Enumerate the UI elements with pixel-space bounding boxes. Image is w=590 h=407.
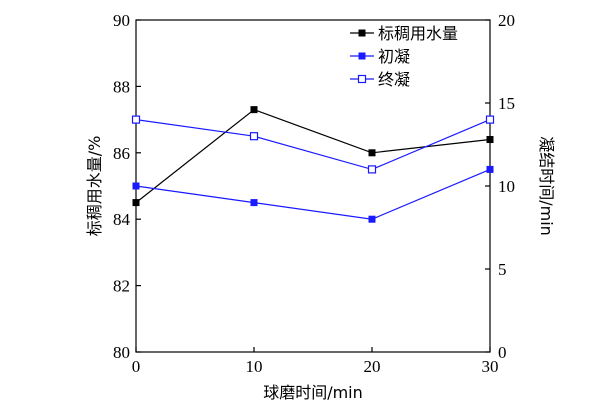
plot-frame <box>135 19 491 353</box>
data-point-final-set <box>131 115 141 124</box>
series-line-water-demand <box>135 108 491 204</box>
data-point-final-set <box>485 115 495 124</box>
series-line-initial-set <box>135 168 491 220</box>
data-point-final-set <box>367 165 377 174</box>
x-tick-label: 0 <box>132 357 141 376</box>
x-tick-label: 20 <box>364 357 381 376</box>
data-point-initial-set <box>486 165 494 173</box>
left-y-tick-label: 90 <box>113 11 130 30</box>
x-tick-label: 10 <box>246 357 263 376</box>
right-y-tick-label: 5 <box>498 260 507 279</box>
data-point-water-demand <box>132 199 140 207</box>
legend-label-water: 标稠用水量 <box>378 24 458 43</box>
legend-label-final-set: 终凝 <box>378 70 410 89</box>
data-point-initial-set <box>132 182 140 190</box>
right-y-tick-label: 15 <box>498 94 515 113</box>
series-markers <box>131 106 495 223</box>
right-y-tick-label: 0 <box>498 343 507 362</box>
left-y-axis-title: 标稠用水量/% <box>85 136 104 237</box>
legend-marker-initial-set <box>358 52 366 60</box>
legend-label-initial-set: 初凝 <box>378 47 410 66</box>
right-y-axis-title: 凝结时间/min <box>537 136 556 236</box>
axis-ticks: 0 10 20 30 80 82 84 86 88 90 0 5 10 15 20 <box>113 11 515 376</box>
data-point-initial-set <box>250 199 258 207</box>
data-point-water-demand <box>486 136 494 144</box>
data-point-initial-set <box>368 215 376 223</box>
x-tick-label: 30 <box>482 357 499 376</box>
left-y-tick-label: 80 <box>113 343 130 362</box>
left-y-tick-label: 82 <box>113 277 130 296</box>
left-y-tick-label: 84 <box>113 210 131 229</box>
legend: 标稠用水量 初凝 终凝 <box>350 24 458 89</box>
x-axis-title: 球磨时间/min <box>263 383 363 402</box>
right-y-tick-label: 10 <box>498 177 515 196</box>
left-y-tick-label: 88 <box>113 77 130 96</box>
right-y-tick-label: 20 <box>498 11 515 30</box>
data-point-water-demand <box>368 149 376 157</box>
data-point-final-set <box>249 132 259 141</box>
legend-marker-water <box>358 29 366 37</box>
left-y-tick-label: 86 <box>113 144 130 163</box>
series-line-final-set <box>135 119 491 171</box>
legend-marker-final-set <box>357 74 367 84</box>
data-point-water-demand <box>250 106 258 114</box>
plot-area-border <box>135 19 491 353</box>
series-lines <box>135 108 491 220</box>
